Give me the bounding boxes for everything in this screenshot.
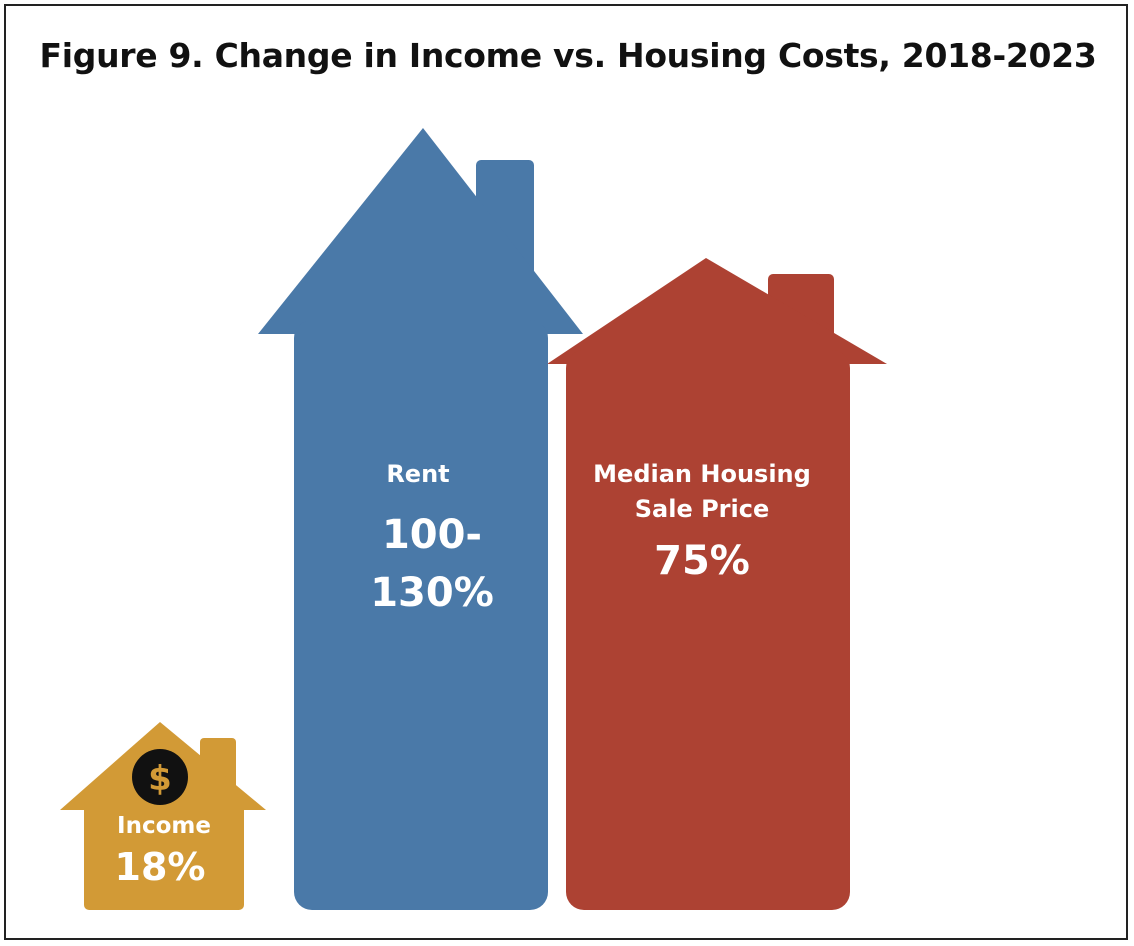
house-rent-roof (258, 128, 583, 334)
house-sale-price-roof (547, 258, 887, 364)
house-income: $ (60, 722, 266, 910)
income-value: 18% (115, 845, 206, 889)
house-sale-price (547, 258, 887, 910)
dollar-symbol: $ (148, 759, 172, 799)
rent-value-line2: 130% (370, 570, 494, 616)
house-rent (258, 128, 583, 910)
chart-title: Figure 9. Change in Income vs. Housing C… (39, 36, 1097, 75)
house-sale-price-body (566, 350, 850, 910)
rent-value-line1: 100- (382, 512, 482, 558)
sale-price-label-line1: Median Housing (593, 460, 811, 488)
house-income-body (84, 800, 244, 910)
sale-price-value: 75% (654, 538, 750, 584)
dollar-icon (132, 749, 188, 805)
income-label: Income (117, 813, 211, 839)
rent-label: Rent (386, 460, 449, 488)
house-rent-body (294, 320, 548, 910)
sale-price-label-line2: Sale Price (635, 495, 770, 523)
